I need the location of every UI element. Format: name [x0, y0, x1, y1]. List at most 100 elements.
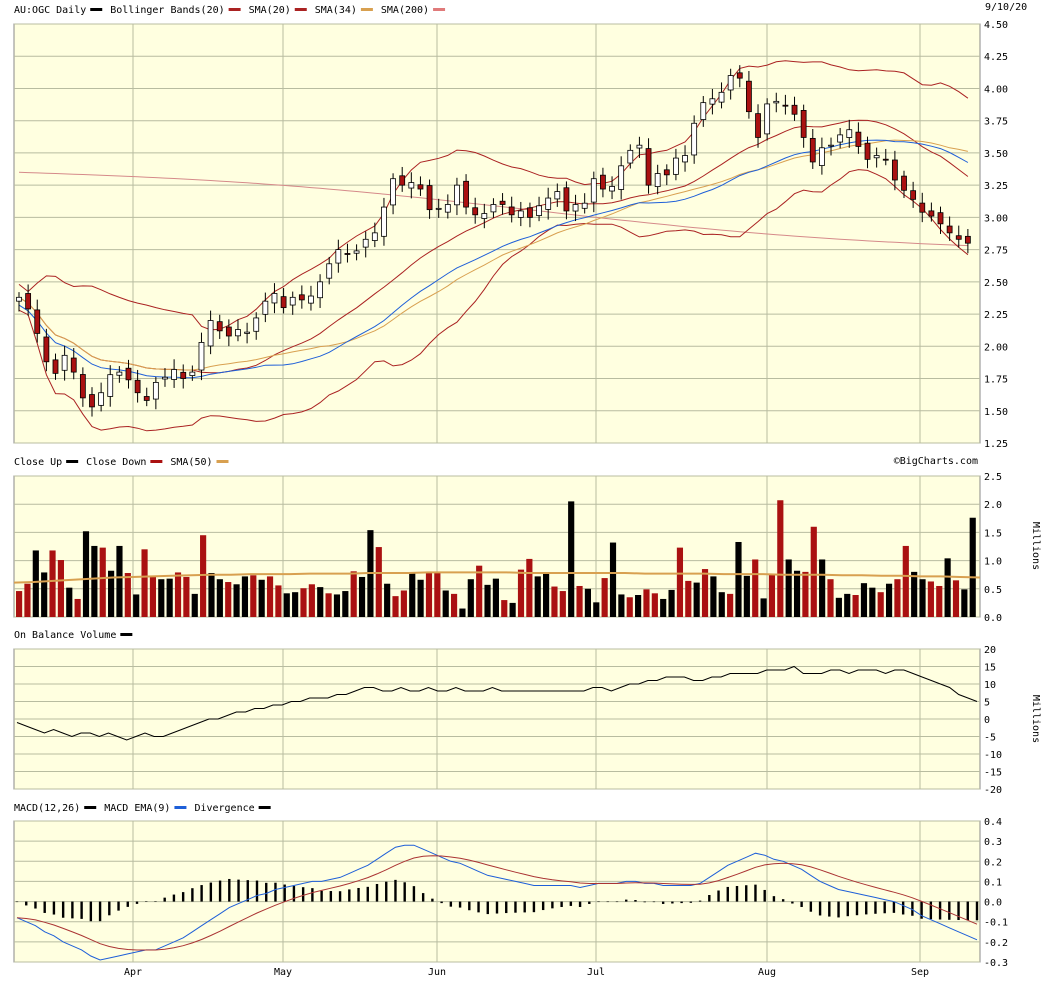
volume-bar	[652, 593, 658, 617]
volume-bar	[83, 531, 89, 617]
volume-bar	[225, 582, 231, 617]
x-tick-label: Jul	[587, 967, 605, 978]
volume-bar	[451, 594, 457, 617]
divergence-bar	[939, 902, 941, 920]
divergence-bar	[837, 902, 839, 918]
volume-bar	[100, 548, 106, 617]
volume-bar	[911, 572, 917, 617]
candle-body	[26, 293, 31, 308]
volume-bar	[233, 584, 239, 617]
volume-bar	[786, 559, 792, 617]
volume-bar	[443, 590, 449, 617]
candle-body	[546, 198, 551, 209]
candle-body	[226, 327, 231, 336]
volume-bar	[24, 584, 30, 617]
candle-body	[308, 296, 313, 303]
candle-body	[336, 250, 341, 263]
divergence-bar	[523, 902, 525, 913]
candle-body	[80, 374, 85, 397]
volume-bar	[116, 546, 122, 617]
divergence-bar	[763, 890, 765, 902]
candle-body	[938, 213, 943, 224]
divergence-bar	[348, 889, 350, 901]
divergence-bar	[339, 891, 341, 901]
volume-bar	[133, 594, 139, 617]
candle-body	[856, 132, 861, 146]
y-tick-label: -15	[984, 768, 1002, 779]
volume-bar	[242, 576, 248, 617]
candle-body	[537, 206, 542, 216]
candle-body	[710, 99, 715, 104]
volume-bar	[727, 594, 733, 617]
volume-bar	[342, 591, 348, 617]
volume-bar	[543, 572, 549, 617]
price-legend: AU:OGC Daily Bollinger Bands(20) SMA(20) SM…	[14, 5, 445, 16]
volume-bar	[735, 542, 741, 617]
divergence-bar	[210, 883, 212, 902]
divergence-bar	[43, 902, 45, 913]
legend-label: Bollinger Bands(20)	[110, 5, 224, 16]
candle-body	[838, 135, 843, 142]
candle-body	[610, 186, 615, 191]
candle-body	[956, 236, 961, 240]
x-tick-label: Apr	[124, 967, 142, 978]
volume-bar	[802, 572, 808, 617]
volume-bar	[91, 546, 97, 617]
candle-body	[829, 145, 834, 146]
candle-body	[436, 208, 441, 209]
volume-bar	[284, 593, 290, 617]
y-tick-label: 0.2	[984, 857, 1002, 868]
y-tick-label: 2.5	[984, 472, 1002, 483]
volume-bar	[811, 527, 817, 617]
candle-body	[162, 377, 167, 379]
y-tick-label: 0.3	[984, 837, 1002, 848]
y-tick-label: 2.00	[984, 342, 1008, 353]
volume-bar	[526, 559, 532, 617]
y-tick-label: -5	[984, 733, 996, 744]
candle-body	[35, 310, 40, 334]
volume-bar	[300, 588, 306, 617]
volume-bar	[484, 585, 490, 617]
volume-bar	[819, 559, 825, 617]
volume-bar	[200, 535, 206, 617]
candle-body	[783, 105, 788, 106]
volume-bar	[878, 592, 884, 617]
candle-body	[756, 114, 761, 138]
divergence-bar	[570, 902, 572, 906]
y-tick-label: 1.5	[984, 528, 1002, 539]
candle-body	[865, 143, 870, 159]
divergence-bar	[127, 902, 129, 907]
legend-swatch	[90, 8, 102, 11]
candle-body	[290, 297, 295, 305]
volume-bar	[359, 577, 365, 617]
volume-bar	[16, 591, 22, 617]
candle-body	[902, 176, 907, 190]
candle-body	[473, 208, 478, 215]
divergence-bar	[62, 902, 64, 918]
candle-body	[363, 239, 368, 247]
divergence-bar	[717, 891, 719, 902]
divergence-bar	[376, 884, 378, 902]
volume-bar	[392, 596, 398, 617]
divergence-bar	[505, 902, 507, 913]
volume-bar	[535, 576, 541, 617]
volume-bar	[961, 589, 967, 617]
candle-body	[135, 380, 140, 392]
obv-ylabel: Millions	[1030, 695, 1041, 743]
legend-label: SMA(50)	[170, 457, 212, 468]
legend-swatch	[259, 806, 271, 809]
volume-bar	[192, 594, 198, 617]
volume-bar	[827, 579, 833, 617]
volume-bar	[250, 575, 256, 617]
y-tick-label: 2.25	[984, 310, 1008, 321]
candle-body	[582, 203, 587, 208]
candle-body	[646, 149, 651, 186]
x-tick-label: Jun	[428, 967, 446, 978]
volume-bar	[869, 588, 875, 617]
divergence-bar	[902, 902, 904, 915]
volume-bar	[267, 576, 273, 617]
y-tick-label: 2.0	[984, 500, 1002, 511]
macd-legend: MACD(12,26) MACD EMA(9) Divergence	[14, 803, 271, 814]
volume-bar	[183, 577, 189, 617]
legend-label: SMA(200)	[381, 5, 429, 16]
